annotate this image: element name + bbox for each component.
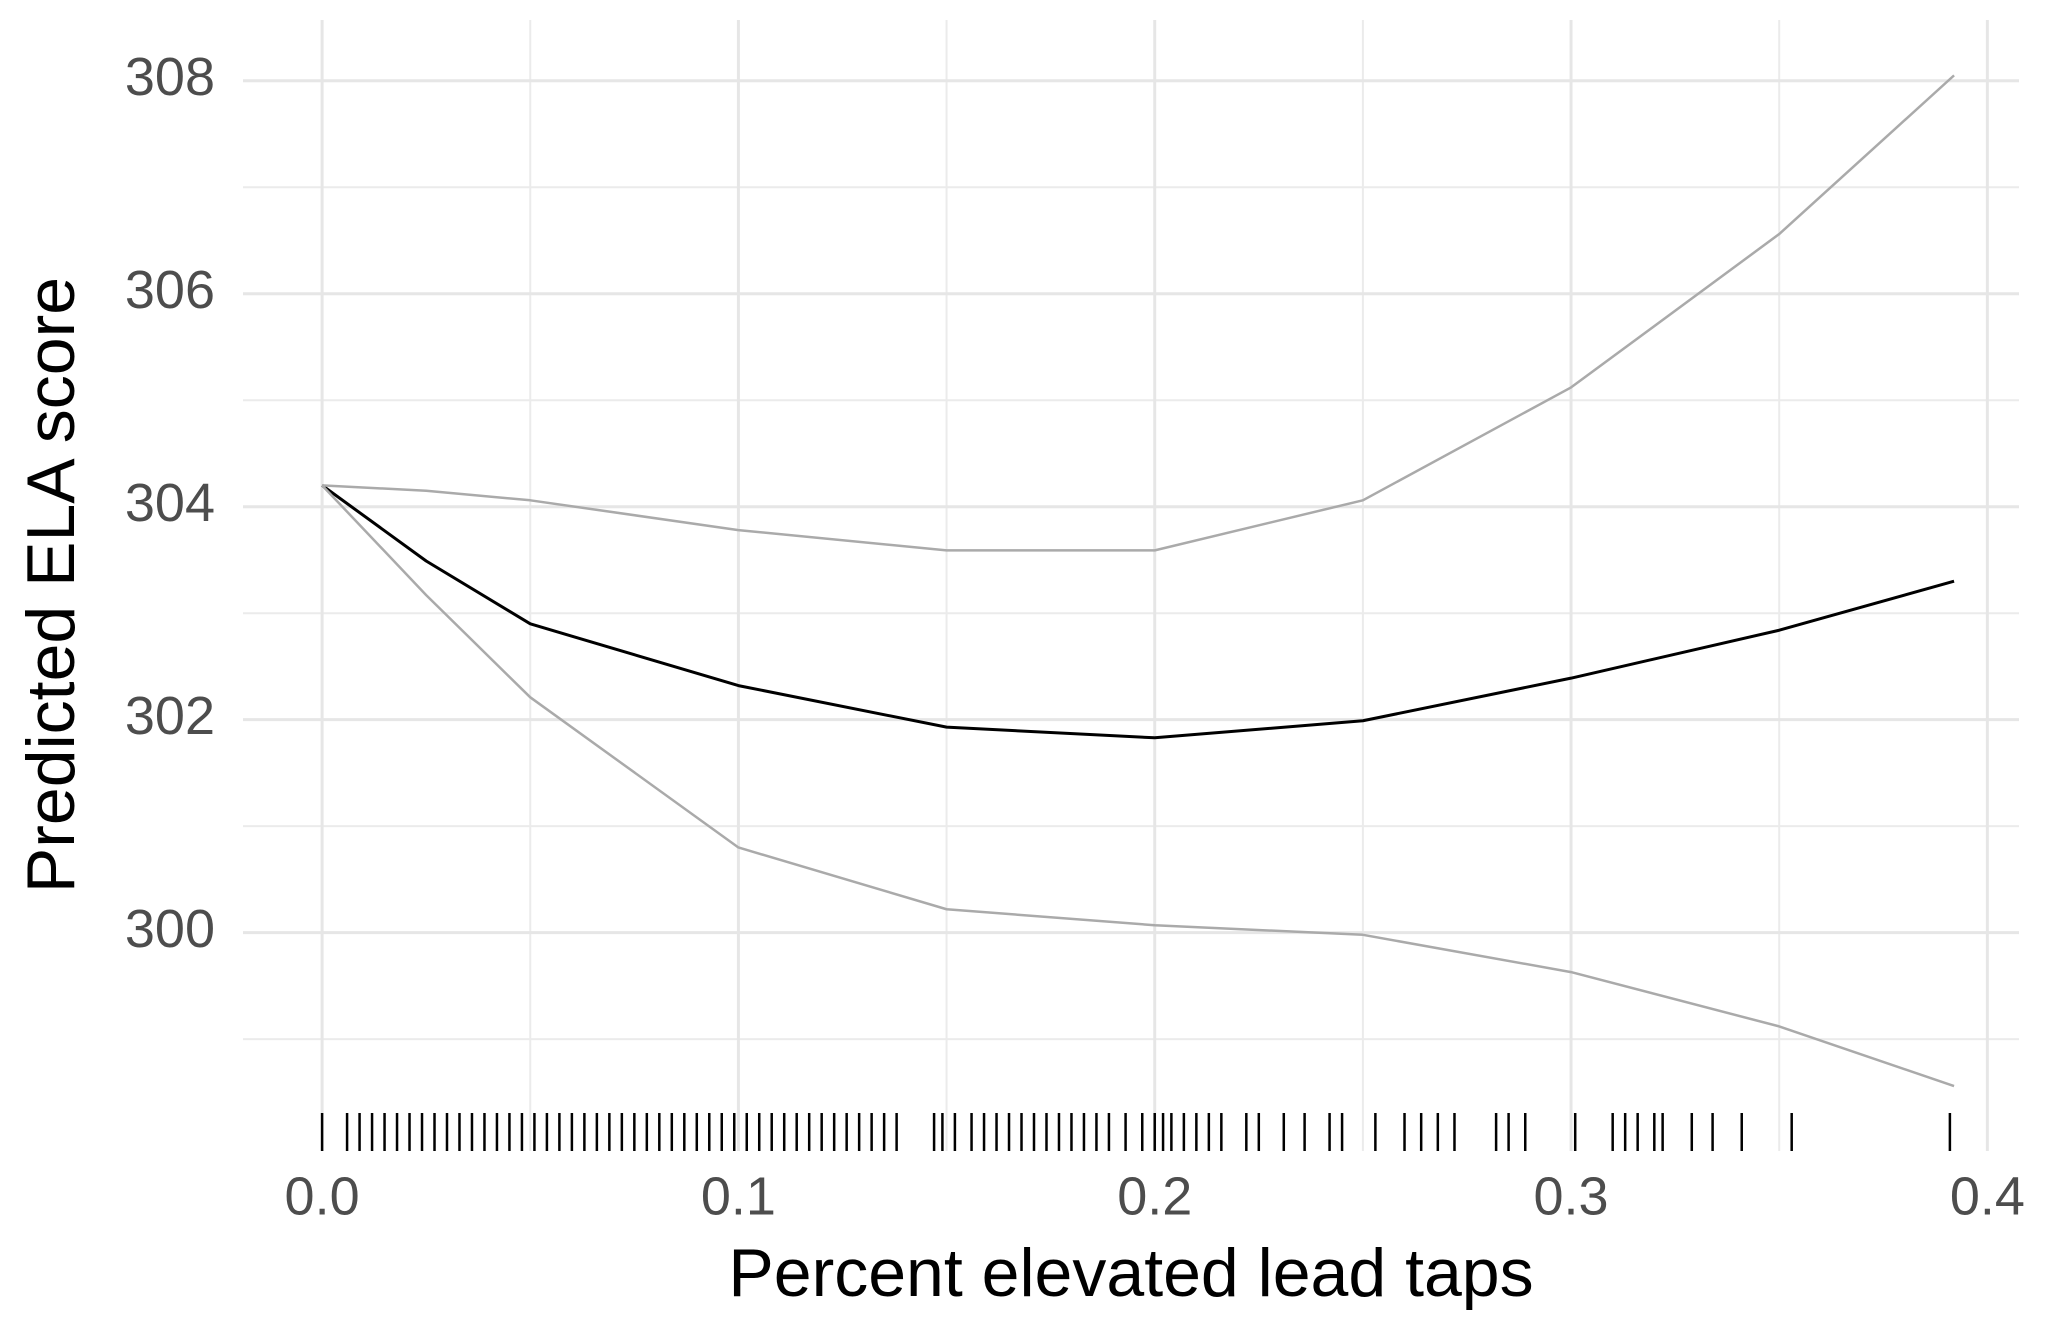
line [321, 484, 1955, 1088]
y-axis-title: Predicted ELA score [13, 277, 89, 893]
y-tick-label: 304 [125, 473, 215, 533]
y-tick-label: 302 [125, 686, 215, 746]
line [322, 74, 1955, 552]
x-tick-label: 0.3 [1534, 1166, 1609, 1226]
line [321, 484, 1955, 740]
x-tick-label: 0.0 [285, 1166, 360, 1226]
x-axis-title: Percent elevated lead taps [728, 1235, 1533, 1311]
y-tick-label: 306 [125, 260, 215, 320]
x-tick-label: 0.1 [701, 1166, 776, 1226]
y-tick-label: 300 [125, 899, 215, 959]
x-tick-label: 0.2 [1117, 1166, 1192, 1226]
x-tick-label: 0.4 [1950, 1166, 2025, 1226]
y-tick-label: 308 [125, 47, 215, 107]
